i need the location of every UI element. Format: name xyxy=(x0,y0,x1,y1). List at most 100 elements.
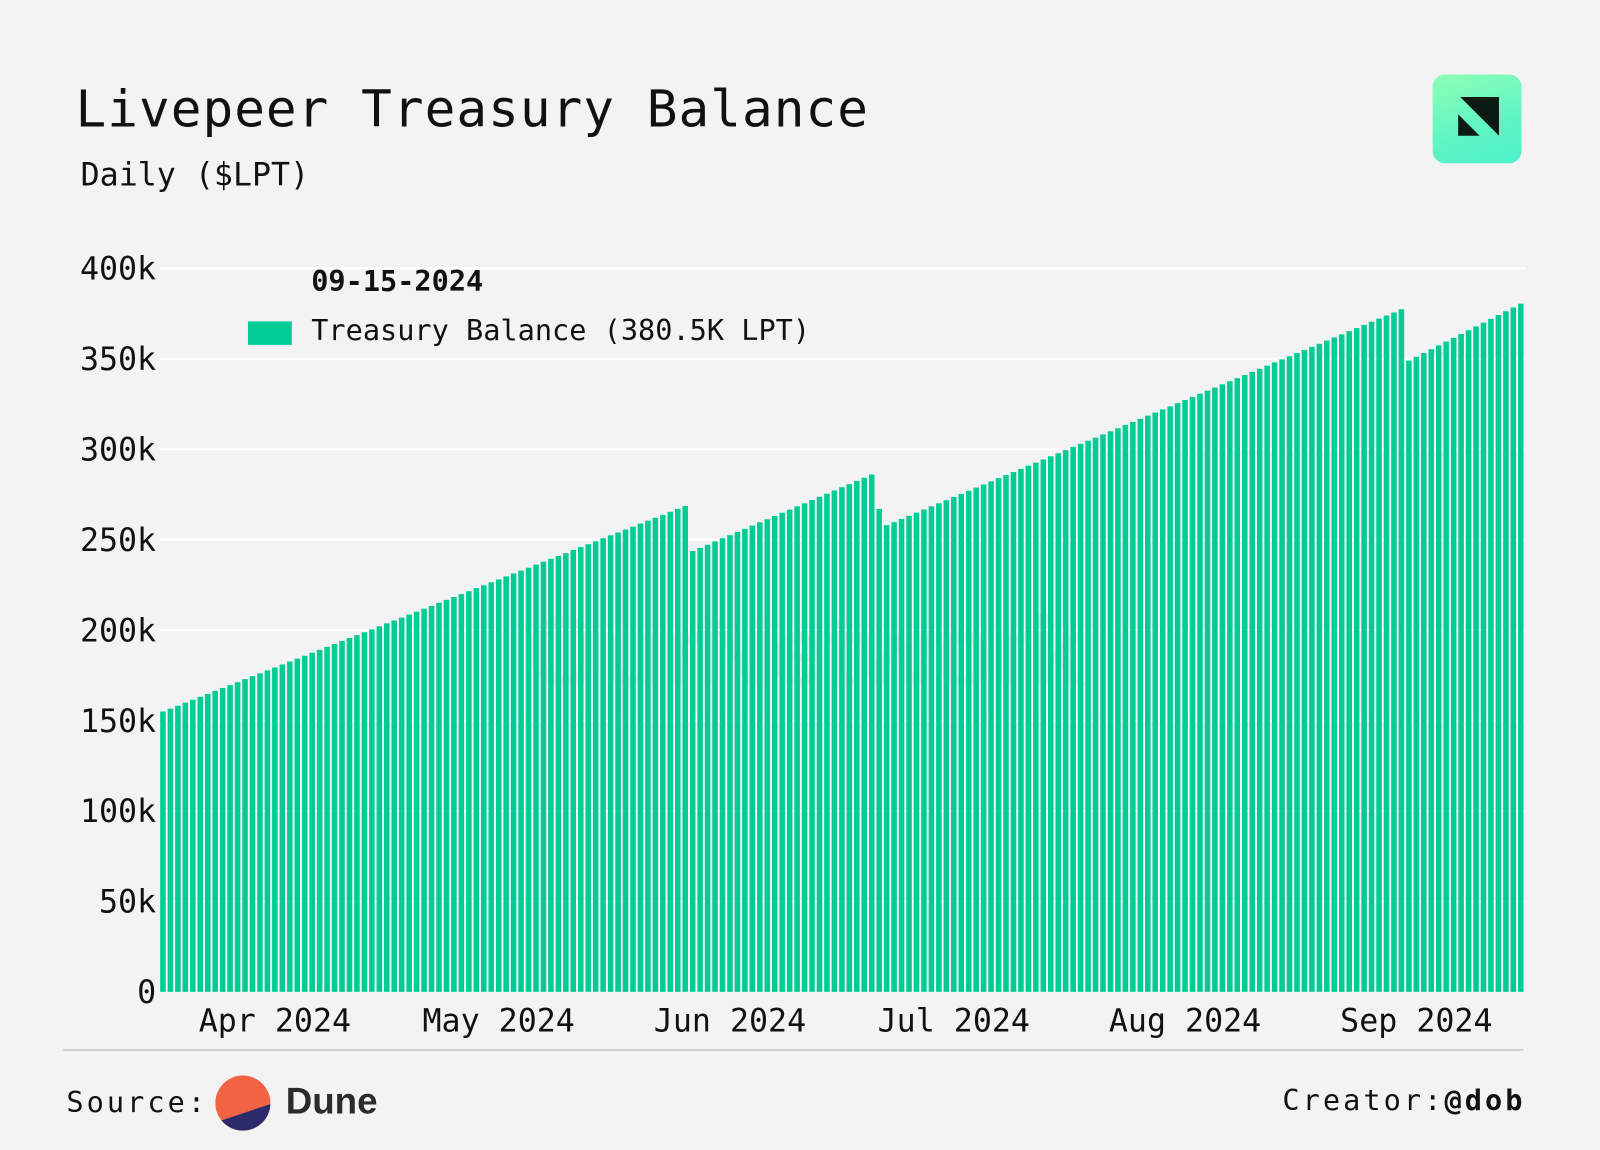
bar[interactable] xyxy=(391,620,398,992)
bar[interactable] xyxy=(1383,315,1390,992)
bar[interactable] xyxy=(1092,437,1099,992)
bar[interactable] xyxy=(376,626,383,992)
bar[interactable] xyxy=(854,480,860,992)
bar[interactable] xyxy=(1010,472,1017,992)
bar[interactable] xyxy=(876,508,882,992)
bar[interactable] xyxy=(1115,428,1121,992)
bar[interactable] xyxy=(1145,415,1151,992)
bar[interactable] xyxy=(1406,360,1412,992)
bar[interactable] xyxy=(1152,412,1158,992)
bar[interactable] xyxy=(1346,331,1352,992)
bar[interactable] xyxy=(1130,421,1136,992)
bar[interactable] xyxy=(921,509,927,992)
bar[interactable] xyxy=(988,481,994,992)
bar[interactable] xyxy=(443,599,450,992)
bar[interactable] xyxy=(1488,318,1494,992)
bar[interactable] xyxy=(749,525,756,992)
bar[interactable] xyxy=(719,538,726,992)
bar[interactable] xyxy=(660,514,666,992)
bar[interactable] xyxy=(1510,307,1517,992)
bar[interactable] xyxy=(600,538,606,992)
bar[interactable] xyxy=(204,693,211,992)
bar[interactable] xyxy=(1249,371,1255,992)
bar[interactable] xyxy=(1279,359,1285,992)
bar[interactable] xyxy=(175,705,181,992)
bar[interactable] xyxy=(682,506,688,992)
bar[interactable] xyxy=(1241,375,1248,992)
bar[interactable] xyxy=(503,576,509,992)
bar[interactable] xyxy=(667,511,674,992)
bar[interactable] xyxy=(361,632,368,992)
bar[interactable] xyxy=(742,528,748,992)
bar[interactable] xyxy=(272,667,278,992)
bar[interactable] xyxy=(555,555,562,992)
bar[interactable] xyxy=(1167,406,1173,992)
bar[interactable] xyxy=(1435,345,1442,992)
bar[interactable] xyxy=(764,519,771,992)
bar[interactable] xyxy=(1465,330,1472,992)
bar[interactable] xyxy=(928,506,935,992)
bar[interactable] xyxy=(1458,334,1464,992)
bar[interactable] xyxy=(727,535,733,992)
bar[interactable] xyxy=(473,588,480,992)
bar[interactable] xyxy=(816,496,823,992)
bar[interactable] xyxy=(674,508,681,992)
bar[interactable] xyxy=(533,564,539,992)
bar[interactable] xyxy=(413,611,420,992)
bar[interactable] xyxy=(592,541,599,992)
bar[interactable] xyxy=(1189,396,1196,992)
bar[interactable] xyxy=(495,579,502,992)
bar[interactable] xyxy=(1316,343,1323,992)
bar[interactable] xyxy=(436,602,442,992)
bar[interactable] xyxy=(1398,309,1405,992)
bar[interactable] xyxy=(227,685,233,992)
bar[interactable] xyxy=(1443,341,1449,992)
bar[interactable] xyxy=(1227,381,1233,992)
bar[interactable] xyxy=(622,529,629,992)
bar[interactable] xyxy=(943,500,950,992)
bar[interactable] xyxy=(294,658,301,992)
bar[interactable] xyxy=(868,474,875,992)
bar[interactable] xyxy=(1212,387,1218,992)
bar[interactable] xyxy=(242,679,248,992)
bar[interactable] xyxy=(1197,393,1203,992)
bar[interactable] xyxy=(779,512,785,992)
bar[interactable] xyxy=(1361,324,1367,992)
bar[interactable] xyxy=(279,664,286,992)
bar[interactable] xyxy=(965,490,972,992)
bar[interactable] xyxy=(1450,337,1457,992)
bar[interactable] xyxy=(525,567,532,992)
bar[interactable] xyxy=(1100,434,1106,992)
bar[interactable] xyxy=(309,652,315,992)
bar[interactable] xyxy=(331,644,338,992)
bar[interactable] xyxy=(801,503,808,992)
bar[interactable] xyxy=(398,617,405,992)
bar[interactable] xyxy=(637,523,644,992)
bar[interactable] xyxy=(249,676,256,992)
bar[interactable] xyxy=(898,518,905,992)
bar[interactable] xyxy=(339,640,345,992)
bar[interactable] xyxy=(1391,312,1397,992)
bar[interactable] xyxy=(883,525,890,992)
bar[interactable] xyxy=(913,512,920,992)
bar[interactable] xyxy=(234,682,241,992)
bar[interactable] xyxy=(219,687,226,992)
bar[interactable] xyxy=(1085,440,1091,992)
bar[interactable] xyxy=(1219,384,1226,992)
bar[interactable] xyxy=(1301,349,1308,992)
bar[interactable] xyxy=(1256,368,1263,992)
bar[interactable] xyxy=(518,570,524,992)
bar[interactable] xyxy=(1137,418,1144,992)
bar[interactable] xyxy=(786,509,793,992)
bar[interactable] xyxy=(1473,326,1479,992)
bar[interactable] xyxy=(809,500,815,992)
bar[interactable] xyxy=(861,477,868,992)
bar[interactable] xyxy=(704,544,711,992)
bar[interactable] xyxy=(1428,349,1435,992)
bar[interactable] xyxy=(510,573,517,992)
bar[interactable] xyxy=(585,544,591,992)
bar[interactable] xyxy=(1368,321,1375,992)
bar[interactable] xyxy=(212,690,218,992)
bar[interactable] xyxy=(1077,443,1084,992)
bar[interactable] xyxy=(734,531,741,992)
